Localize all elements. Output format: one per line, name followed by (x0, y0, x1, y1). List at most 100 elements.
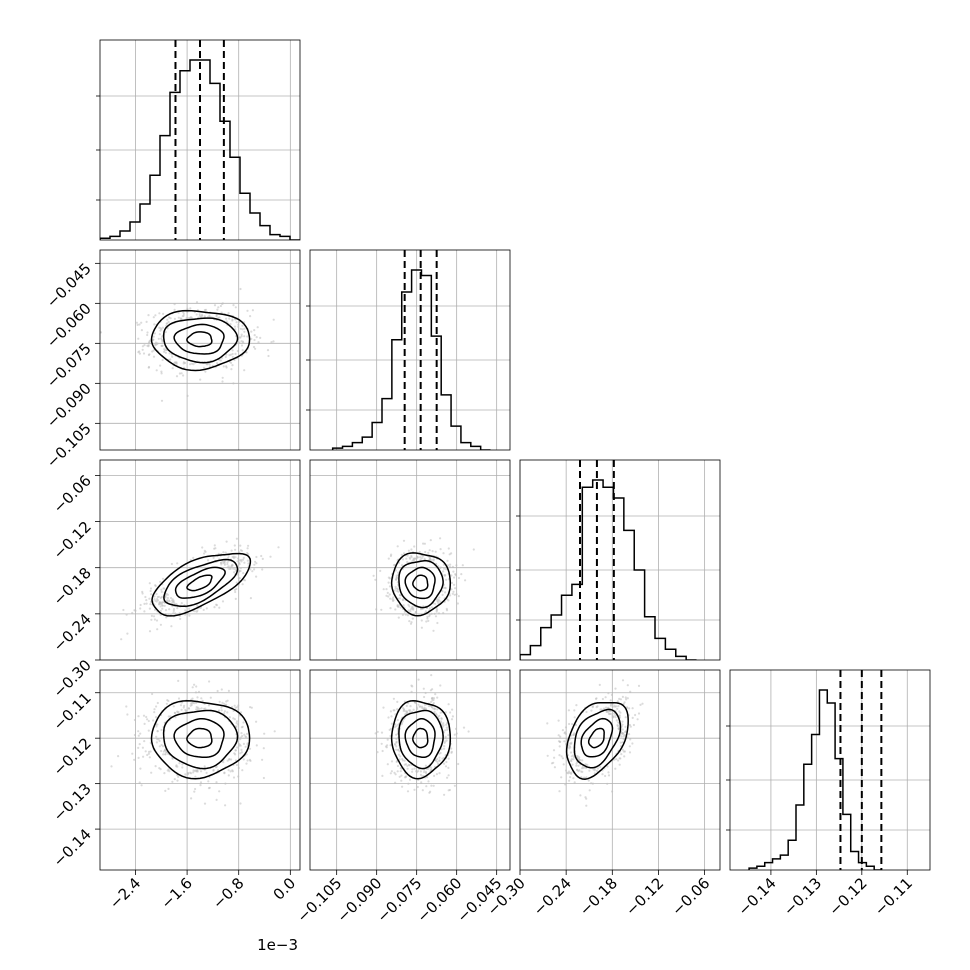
scatter-point (596, 705, 599, 708)
scatter-point (390, 715, 393, 718)
scatter-point (232, 776, 236, 779)
scatter-point (605, 706, 608, 709)
scatter-point (161, 326, 164, 329)
scatter-point (622, 750, 625, 753)
scatter-point (464, 579, 467, 582)
scatter-point (168, 770, 171, 773)
scatter-point (153, 598, 156, 601)
scatter-point (167, 715, 170, 718)
scatter-point (227, 312, 230, 315)
scatter-point (147, 353, 150, 357)
scatter-point (207, 780, 210, 783)
scatter-point (453, 784, 456, 787)
scatter-point (137, 351, 140, 354)
scatter-point (436, 621, 439, 625)
scatter-point (619, 698, 623, 701)
scatter-point (396, 719, 399, 722)
scatter-point (609, 699, 612, 702)
scatter-point (242, 558, 245, 561)
scatter-point (203, 552, 206, 555)
scatter-point (246, 759, 249, 762)
scatter-point (467, 730, 470, 733)
hist-panel-3 (726, 669, 931, 871)
scatter-point (160, 728, 163, 732)
scatter-point (195, 313, 198, 316)
scatter-point (150, 593, 153, 596)
scatter-point (196, 604, 199, 607)
scatter-point (424, 764, 427, 767)
scatter-point (242, 742, 245, 746)
scatter-point (576, 755, 579, 758)
scatter-point (400, 564, 404, 567)
scatter-point (236, 349, 239, 353)
scatter-point (166, 318, 169, 321)
scatter-point (408, 778, 412, 781)
scatter-point (172, 609, 175, 613)
y-tick-label: −0.14 (50, 825, 95, 870)
scatter-point (155, 592, 158, 596)
scatter-point (423, 695, 426, 699)
scatter-point (160, 737, 163, 740)
scatter-point (139, 732, 142, 735)
panel-frame (99, 669, 301, 871)
scatter-point (436, 696, 439, 699)
scatter-point (239, 736, 243, 739)
scatter-point (239, 752, 242, 755)
scatter-point (443, 574, 446, 577)
scatter-point (563, 732, 566, 735)
scatter-point (424, 770, 427, 774)
scatter-point (590, 709, 593, 712)
scatter-point (436, 762, 440, 765)
scatter-point (620, 735, 623, 738)
scatter-point (569, 751, 573, 754)
hist-panel-2 (516, 459, 721, 661)
scatter-point (593, 769, 596, 772)
scatter-point (617, 759, 620, 762)
scatter-point (568, 779, 571, 782)
scatter-point (235, 763, 239, 767)
scatter-point (239, 327, 242, 330)
scatter-point (444, 765, 448, 768)
histogram-step (100, 59, 300, 240)
scatter-point (165, 702, 168, 705)
scatter-point (440, 748, 443, 751)
scatter-point (428, 549, 431, 552)
scatter-point (180, 372, 183, 375)
scatter-point (389, 597, 392, 600)
scatter-point (167, 320, 170, 324)
scatter-point (173, 711, 177, 715)
scatter-point (177, 316, 180, 319)
scatter-point (617, 727, 620, 730)
scatter-point (401, 558, 405, 561)
contour-line (565, 701, 629, 780)
scatter-point (224, 551, 227, 554)
scatter-point (411, 768, 414, 771)
scatter-point (442, 724, 445, 727)
scatter-point (567, 770, 571, 773)
scatter-point (131, 611, 134, 615)
scatter-point (224, 782, 227, 785)
scatter-point (230, 368, 233, 371)
scatter-point (228, 317, 231, 320)
scatter-point (225, 540, 228, 543)
scatter-point (236, 706, 239, 709)
scatter-point (435, 610, 438, 613)
scatter-point (243, 579, 247, 582)
scatter-point (233, 544, 236, 547)
scatter-point (599, 765, 602, 769)
scatter-point (380, 608, 383, 611)
scatter-point (395, 577, 398, 580)
scatter-point (166, 327, 169, 330)
scatter-point (148, 607, 151, 610)
scatter-point (433, 710, 436, 713)
scatter-point (143, 740, 146, 743)
scatter-point (404, 613, 407, 616)
scatter-point (235, 720, 239, 723)
scatter-point (227, 556, 230, 560)
panel-content (100, 250, 300, 450)
scatter-point (425, 785, 428, 788)
scatter-point (424, 610, 427, 613)
scatter-point (161, 607, 164, 610)
scatter-point (397, 571, 400, 574)
